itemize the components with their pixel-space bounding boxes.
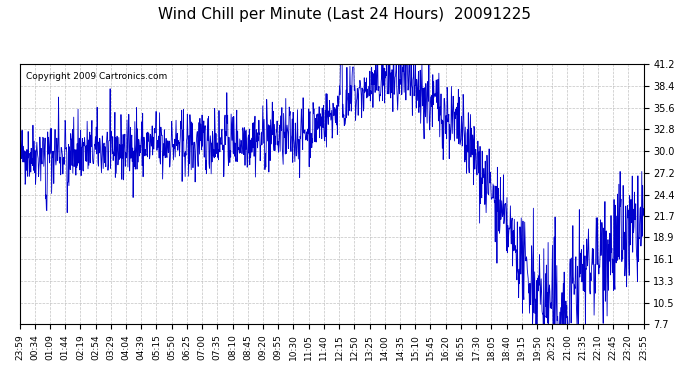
Text: Wind Chill per Minute (Last 24 Hours)  20091225: Wind Chill per Minute (Last 24 Hours) 20… bbox=[159, 8, 531, 22]
Text: Copyright 2009 Cartronics.com: Copyright 2009 Cartronics.com bbox=[26, 72, 167, 81]
